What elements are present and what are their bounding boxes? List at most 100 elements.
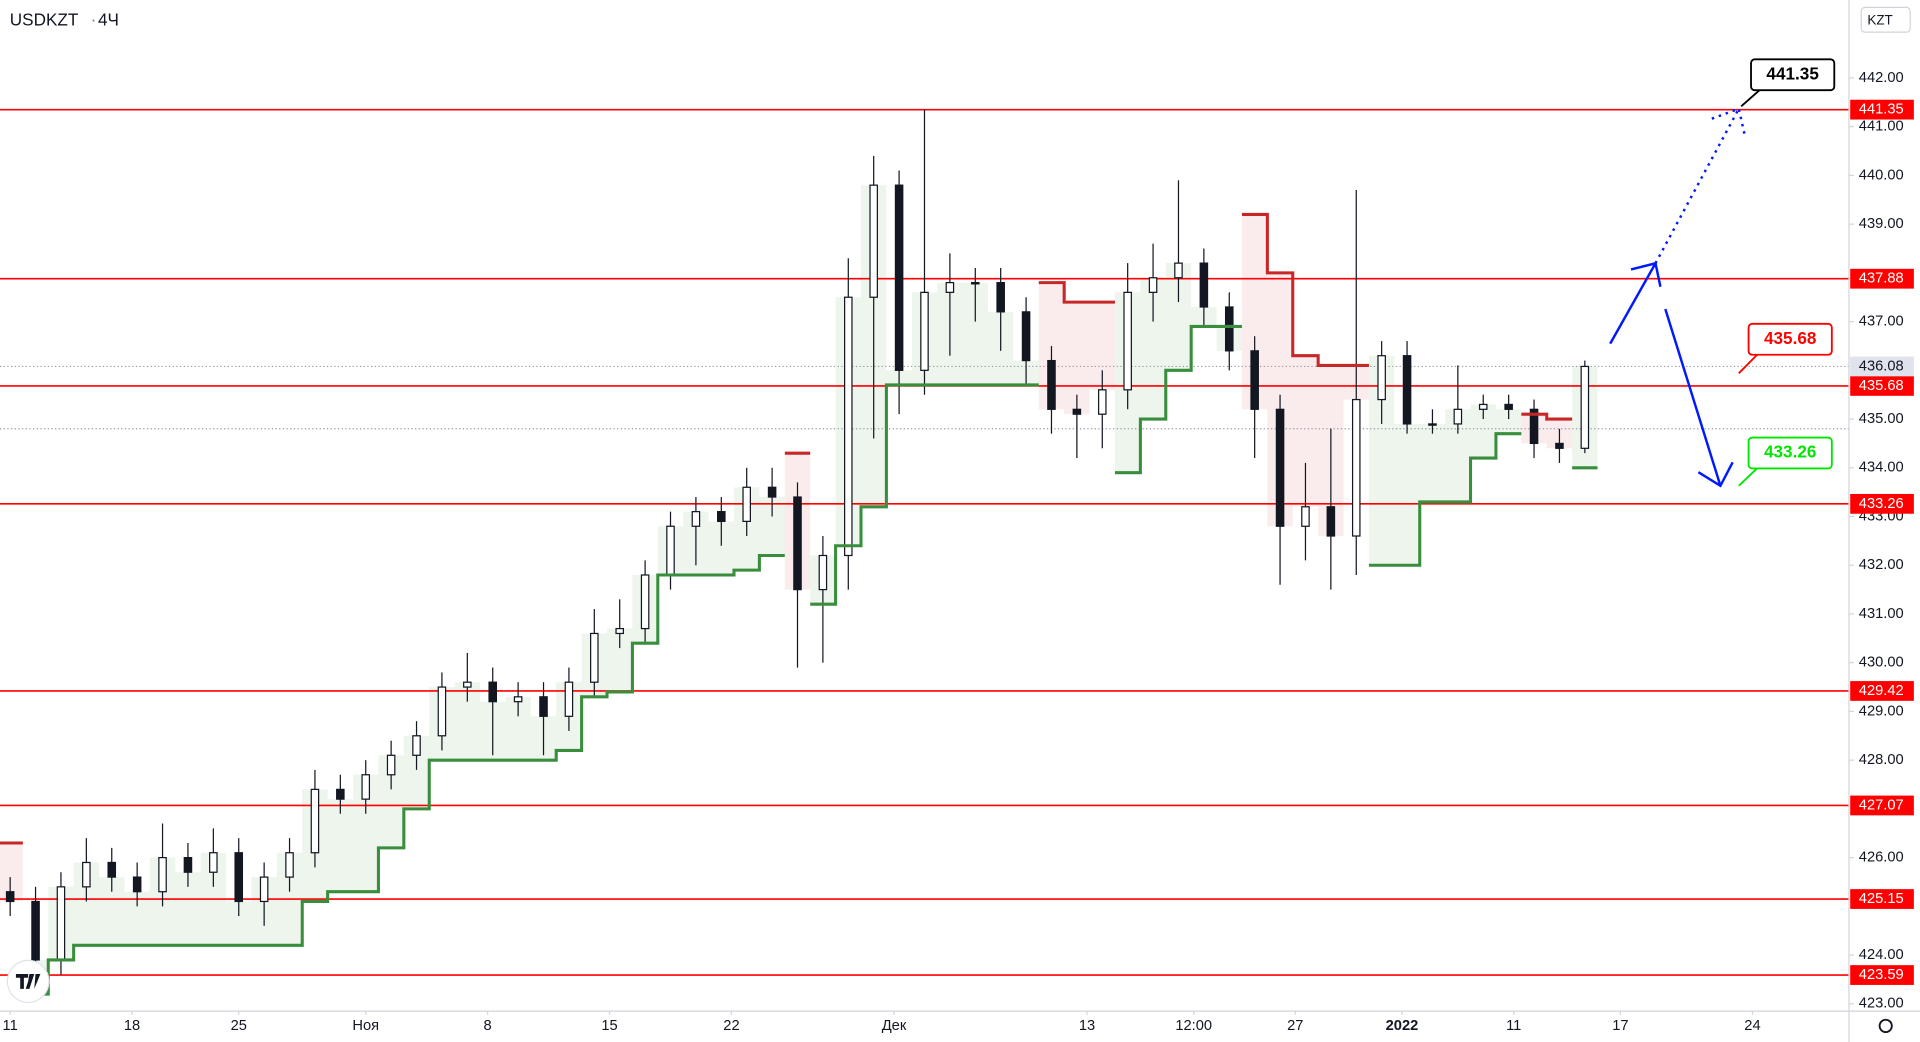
candle-body: [1453, 408, 1463, 425]
level-tag-label: 427.07: [1859, 797, 1904, 813]
forecast-arrow: [1664, 308, 1722, 487]
candle-body: [1529, 408, 1539, 445]
candle-body: [1224, 306, 1234, 352]
candle-body: [234, 852, 244, 903]
candle-body: [742, 486, 751, 523]
candle-body: [1174, 262, 1183, 279]
candle-body: [818, 554, 828, 591]
settings-icon[interactable]: [1878, 1018, 1893, 1034]
candle-body: [1402, 355, 1412, 425]
candle-body: [1377, 355, 1386, 401]
trend-fill: [327, 799, 354, 892]
y-tick-label: 441.00: [1859, 119, 1904, 135]
candle-body: [1326, 506, 1336, 537]
candle-body: [844, 296, 853, 557]
x-tick-label: 15: [601, 1018, 617, 1034]
y-tick-label: 426.00: [1859, 849, 1904, 865]
logo-mark: [15, 974, 41, 989]
candle-body: [1275, 408, 1285, 527]
candle-body: [1123, 291, 1132, 391]
candle-body: [513, 696, 523, 703]
candle-body: [1021, 311, 1031, 362]
candle-body: [920, 291, 929, 371]
candle-body: [666, 525, 675, 576]
candle-body: [590, 632, 599, 683]
candle-body: [793, 496, 802, 591]
candle-body: [1428, 423, 1437, 426]
arrow-head: [1697, 461, 1734, 488]
candle-body: [945, 282, 955, 293]
candle-body: [412, 735, 421, 756]
candle-body: [894, 184, 904, 371]
level-tag-label: 433.26: [1859, 496, 1904, 512]
logo: [6, 959, 50, 1004]
candle-body: [1072, 408, 1082, 415]
candle-body: [132, 876, 142, 893]
level-tag-label: 437.88: [1859, 271, 1904, 287]
level-tag: [1850, 681, 1914, 701]
y-tick-label: 429.00: [1859, 703, 1904, 719]
supertrend-line: [810, 383, 1039, 606]
x-tick-label: 11: [1506, 1018, 1521, 1034]
last-price-label: 436.08: [1859, 358, 1904, 374]
callout-text: 441.35: [1766, 63, 1819, 83]
supertrend-line: [1038, 281, 1115, 304]
level-tag: [1850, 376, 1914, 396]
x-tick-label: 25: [231, 1018, 247, 1034]
y-tick-label: 434.00: [1859, 460, 1904, 476]
candle-body: [539, 696, 548, 717]
y-tick-label: 439.00: [1859, 216, 1904, 232]
y-tick-label: 424.00: [1859, 947, 1904, 963]
level-tag: [1850, 965, 1914, 985]
interval: 4Ч: [98, 10, 119, 30]
candle-body: [310, 788, 320, 854]
x-tick-label: Дек: [882, 1018, 907, 1034]
candle-body: [463, 681, 472, 688]
level-tag: [1850, 889, 1914, 909]
candle-body: [996, 282, 1005, 313]
x-tick-label: 2022: [1386, 1018, 1419, 1034]
supertrend-line: [22, 553, 785, 996]
candle-body: [386, 754, 396, 776]
candle-body: [56, 886, 66, 961]
y-tick-label: 423.00: [1859, 996, 1904, 1012]
y-tick-label: 432.00: [1859, 557, 1904, 573]
callout-pointer: [1738, 466, 1759, 487]
candle-body: [82, 861, 91, 888]
candle-body: [717, 511, 726, 523]
currency[interactable]: KZT: [1867, 13, 1892, 28]
x-tick-label: 27: [1287, 1018, 1303, 1034]
plot-area: [0, 108, 1849, 996]
level-tag: [1850, 268, 1914, 289]
candle-body: [1555, 442, 1564, 449]
candle-body: [158, 856, 167, 893]
candle-body: [1199, 262, 1209, 308]
x-tick-label: 24: [1744, 1018, 1760, 1034]
x-tick-label: 13: [1079, 1018, 1095, 1034]
gear[interactable]: [1878, 1018, 1893, 1034]
callout-pointer: [1740, 88, 1762, 107]
x-tick-label: 18: [124, 1018, 140, 1034]
arrow-head: [1711, 107, 1747, 137]
currency-button[interactable]: [1860, 6, 1911, 33]
candle-body: [31, 900, 40, 961]
supertrend-line: [1241, 212, 1369, 368]
callout-pointer: [1738, 352, 1760, 374]
candle-body: [361, 774, 371, 800]
supertrend-line: [1368, 432, 1522, 567]
last-price-tag: [1850, 356, 1914, 377]
level-tag: [1850, 795, 1914, 816]
trend-fill: [1419, 423, 1446, 502]
candle-body: [209, 852, 218, 873]
forecast-arrow: [1609, 262, 1657, 345]
callout-box: [1747, 322, 1833, 356]
candle-body: [869, 184, 878, 298]
candle-body: [615, 627, 624, 635]
candle-body: [1478, 403, 1488, 410]
candle-body: [691, 511, 701, 527]
candle-body: [285, 852, 294, 878]
y-tick-label: 435.00: [1859, 411, 1904, 427]
candle-body: [183, 856, 193, 873]
